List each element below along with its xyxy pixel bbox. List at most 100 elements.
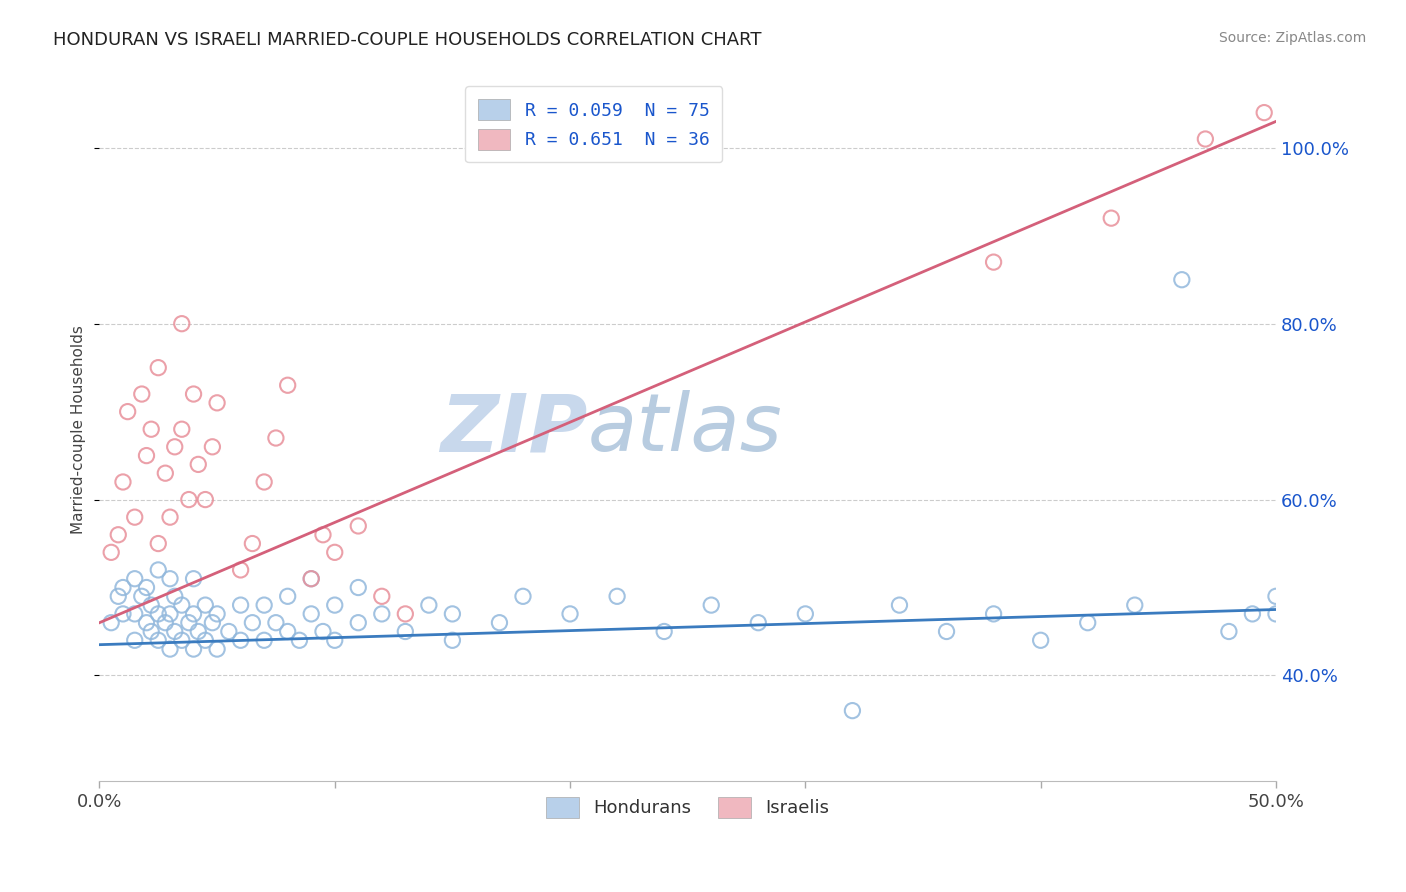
Point — [170, 422, 193, 436]
Point — [194, 598, 217, 612]
Point — [558, 607, 581, 621]
Point — [205, 642, 228, 657]
Point — [1253, 105, 1275, 120]
Point — [371, 607, 394, 621]
Point — [1241, 607, 1264, 621]
Point — [299, 572, 322, 586]
Point — [170, 598, 193, 612]
Point — [1077, 615, 1099, 630]
Point — [148, 563, 170, 577]
Point — [205, 607, 228, 621]
Point — [512, 590, 534, 604]
Point — [441, 607, 464, 621]
Point — [889, 598, 911, 612]
Text: HONDURAN VS ISRAELI MARRIED-COUPLE HOUSEHOLDS CORRELATION CHART: HONDURAN VS ISRAELI MARRIED-COUPLE HOUSE… — [53, 31, 762, 49]
Point — [371, 590, 394, 604]
Point — [177, 615, 200, 630]
Point — [323, 545, 346, 559]
Point — [441, 633, 464, 648]
Point — [1029, 633, 1052, 648]
Point — [124, 607, 146, 621]
Point — [183, 642, 205, 657]
Legend: Hondurans, Israelis: Hondurans, Israelis — [538, 789, 837, 825]
Point — [606, 590, 628, 604]
Point — [1218, 624, 1240, 639]
Point — [100, 615, 122, 630]
Point — [347, 581, 370, 595]
Point — [394, 607, 416, 621]
Point — [323, 598, 346, 612]
Point — [277, 624, 299, 639]
Point — [312, 624, 335, 639]
Point — [288, 633, 311, 648]
Point — [148, 360, 170, 375]
Point — [194, 492, 217, 507]
Text: atlas: atlas — [588, 390, 783, 468]
Point — [418, 598, 440, 612]
Point — [111, 581, 134, 595]
Point — [264, 431, 287, 445]
Point — [652, 624, 675, 639]
Point — [299, 607, 322, 621]
Point — [794, 607, 817, 621]
Point — [124, 510, 146, 524]
Point — [347, 519, 370, 533]
Point — [155, 615, 177, 630]
Point — [148, 536, 170, 550]
Point — [170, 317, 193, 331]
Point — [163, 590, 186, 604]
Point — [183, 572, 205, 586]
Point — [177, 492, 200, 507]
Point — [107, 590, 129, 604]
Point — [700, 598, 723, 612]
Point — [323, 633, 346, 648]
Point — [229, 633, 252, 648]
Point — [111, 607, 134, 621]
Point — [229, 563, 252, 577]
Point — [312, 527, 335, 541]
Text: Source: ZipAtlas.com: Source: ZipAtlas.com — [1219, 31, 1367, 45]
Point — [747, 615, 769, 630]
Point — [1265, 590, 1288, 604]
Point — [163, 440, 186, 454]
Point — [201, 440, 224, 454]
Point — [299, 572, 322, 586]
Point — [983, 607, 1005, 621]
Point — [124, 572, 146, 586]
Point — [135, 581, 157, 595]
Point — [253, 598, 276, 612]
Point — [107, 527, 129, 541]
Point — [229, 598, 252, 612]
Point — [141, 422, 163, 436]
Point — [141, 598, 163, 612]
Point — [141, 624, 163, 639]
Point — [347, 615, 370, 630]
Text: ZIP: ZIP — [440, 390, 588, 468]
Point — [111, 475, 134, 489]
Point — [155, 466, 177, 480]
Point — [187, 624, 209, 639]
Point — [201, 615, 224, 630]
Point — [117, 404, 139, 418]
Point — [983, 255, 1005, 269]
Point — [488, 615, 510, 630]
Point — [1123, 598, 1146, 612]
Point — [935, 624, 957, 639]
Point — [253, 633, 276, 648]
Point — [148, 607, 170, 621]
Point — [394, 624, 416, 639]
Point — [131, 590, 153, 604]
Point — [242, 615, 264, 630]
Point — [135, 449, 157, 463]
Point — [159, 510, 181, 524]
Point — [183, 607, 205, 621]
Point — [159, 572, 181, 586]
Point — [148, 633, 170, 648]
Point — [131, 387, 153, 401]
Point — [841, 704, 863, 718]
Point — [277, 378, 299, 392]
Point — [264, 615, 287, 630]
Point — [242, 536, 264, 550]
Point — [1194, 132, 1216, 146]
Point — [277, 590, 299, 604]
